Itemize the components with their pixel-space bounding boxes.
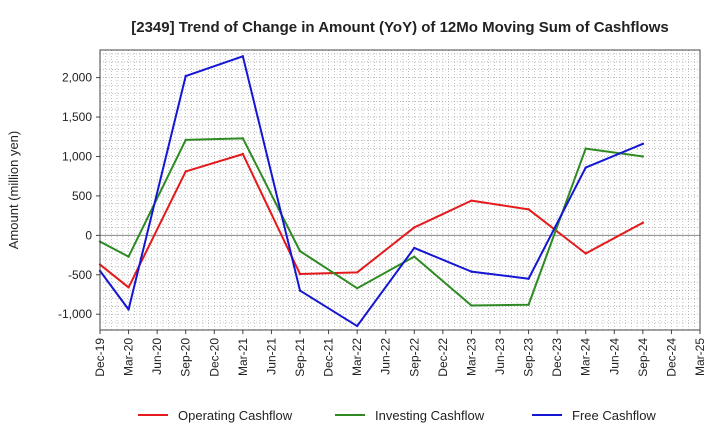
x-tick-label: Mar-25 [693,338,707,376]
chart-title: [2349] Trend of Change in Amount (YoY) o… [131,19,669,36]
grid-lines [99,50,700,331]
data-point [298,289,302,292]
data-point [127,255,130,258]
y-axis-label: Amount (million yen) [6,131,21,250]
y-tick-label: -1,000 [58,307,92,321]
data-point [355,286,359,290]
y-tick-label: 1,500 [62,110,92,124]
y-axis-ticks: -1,000 -500 0 500 1,000 1,500 2,000 [58,71,100,321]
data-point [355,271,359,274]
data-point [470,199,473,202]
data-point [584,147,587,150]
y-tick-label: 500 [72,189,92,203]
data-point [527,303,530,306]
data-point [641,221,645,224]
x-tick-label: Dec-23 [550,338,564,377]
data-point [584,252,587,255]
plot-area [100,50,700,330]
data-point [241,137,245,140]
x-tick-label: Sep-23 [522,338,536,377]
x-tick-label: Sep-20 [179,338,193,377]
x-tick-label: Mar-24 [579,338,593,376]
legend-label: Investing Cashflow [375,408,485,423]
data-point [127,286,130,289]
x-axis-ticks: Dec-19 Mar-20 Jun-20 Sep-20 Dec-20 Mar-21 Jun-… [93,330,707,377]
x-tick-label: Jun-20 [150,338,164,375]
data-point [527,208,530,211]
data-point [241,152,245,156]
data-point [641,142,645,146]
x-tick-label: Jun-23 [493,338,507,375]
data-point [413,226,416,229]
legend-label: Operating Cashflow [178,408,293,423]
y-tick-label: 0 [85,228,92,242]
x-tick-label: Dec-20 [207,338,221,377]
x-tick-label: Sep-24 [636,338,650,377]
plot-border [99,49,701,331]
y-tick-label: 1,000 [62,149,92,163]
data-point [641,155,645,158]
data-point [470,304,473,307]
x-tick-label: Sep-21 [293,338,307,377]
data-point [184,138,187,142]
x-tick-label: Dec-22 [436,338,450,377]
data-point [127,308,130,311]
data-point [527,277,530,280]
series-lines [98,55,645,328]
data-point [184,170,187,173]
data-point [413,246,416,250]
y-tick-label: 2,000 [62,71,92,85]
y-tick-label: -500 [68,268,92,282]
data-point [584,166,587,169]
x-tick-label: Jun-22 [379,338,393,375]
x-tick-label: Mar-22 [350,338,364,376]
x-tick-label: Dec-19 [93,338,107,377]
data-point [184,74,187,78]
x-tick-label: Dec-24 [664,338,678,377]
x-tick-label: Sep-22 [407,338,421,377]
data-point [355,324,359,328]
legend: Operating Cashflow Investing Cashflow Free… [138,408,656,423]
x-tick-label: Dec-21 [322,338,336,377]
legend-label: Free Cashflow [572,408,656,423]
data-point [298,272,302,276]
data-point [470,270,473,273]
x-tick-label: Mar-21 [236,338,250,376]
x-tick-label: Jun-21 [264,338,278,375]
data-point [413,255,416,258]
data-point [241,55,245,58]
x-tick-label: Mar-23 [464,338,478,376]
data-point [298,249,302,253]
x-tick-label: Jun-24 [607,338,621,375]
x-tick-label: Mar-20 [122,338,136,376]
